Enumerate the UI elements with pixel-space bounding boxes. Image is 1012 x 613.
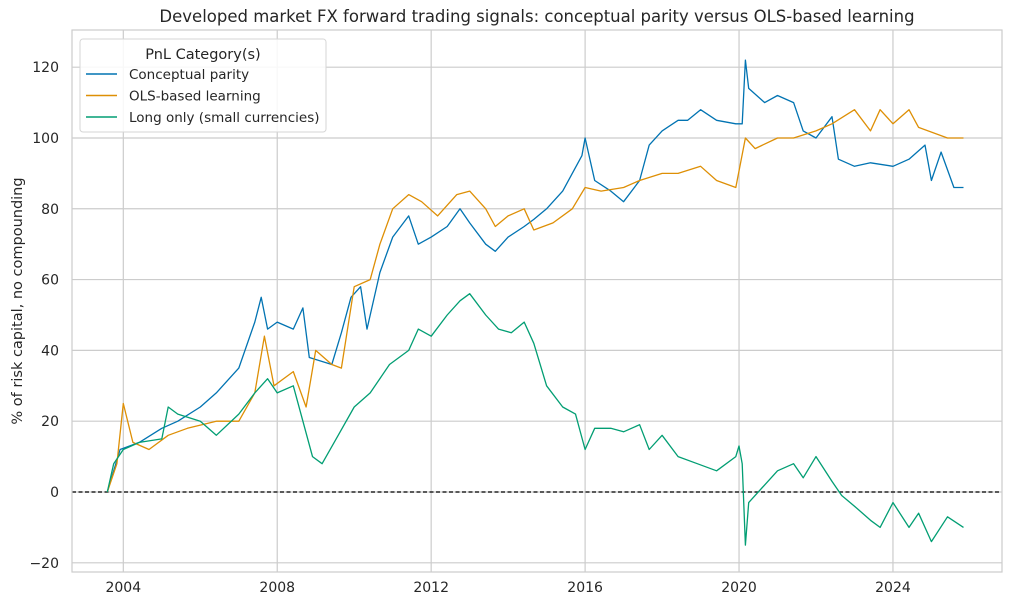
legend-label: Long only (small currencies)	[129, 110, 320, 126]
y-tick-label: 40	[41, 343, 59, 359]
y-tick-label: 60	[41, 273, 59, 289]
legend-box	[79, 38, 327, 133]
series-line-conceptual-parity	[106, 59, 964, 493]
y-tick-label: 100	[32, 131, 59, 147]
x-tick-label: 2004	[105, 580, 141, 596]
grid	[72, 30, 1002, 572]
ticks: −20 0 20 40 60 80 100 120 2004 2008 2012 2016 2020 20…	[29, 60, 910, 596]
y-axis-label: % of risk capital, no compounding	[10, 177, 26, 424]
y-tick-label: 0	[50, 485, 59, 501]
series-line-ols-based-learning	[106, 109, 964, 493]
x-tick-label: 2008	[259, 580, 295, 596]
x-tick-label: 2012	[413, 580, 449, 596]
x-tick-label: 2024	[875, 580, 911, 596]
y-tick-label: 120	[32, 60, 59, 76]
x-tick-label: 2020	[721, 580, 757, 596]
chart-title: Developed market FX forward trading sign…	[159, 7, 914, 26]
plot-frame	[71, 29, 1003, 573]
legend-label: Conceptual parity	[129, 67, 249, 83]
legend: PnL Category(s) Conceptual parity OLS-bas…	[79, 38, 327, 133]
y-tick-label: 80	[41, 202, 59, 218]
series-line-long-only-small-currencies	[106, 293, 964, 546]
legend-title: PnL Category(s)	[145, 47, 260, 63]
x-tick-label: 2016	[567, 580, 603, 596]
legend-label: OLS-based learning	[129, 89, 261, 105]
y-tick-label: −20	[29, 556, 59, 572]
series-lines	[72, 59, 1002, 546]
y-tick-label: 20	[41, 414, 59, 430]
